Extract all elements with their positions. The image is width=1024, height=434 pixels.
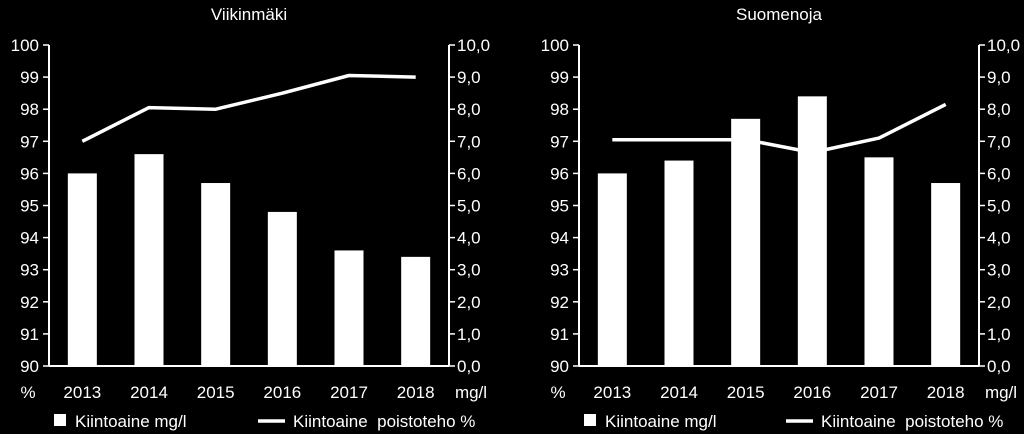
left-tick-label: 94 <box>20 229 39 248</box>
legend-line-label: Kiintoaine poistoteho % <box>821 412 1003 431</box>
chart-panel-1: Viikinmäki 100 99 98 97 96 95 94 93 92 91 90 10,0 9,0… <box>11 5 490 431</box>
x-tick-label: 2016 <box>263 383 301 402</box>
left-tick-label: 100 <box>11 36 39 55</box>
bar <box>864 157 894 366</box>
x-tick-label: 2013 <box>63 383 101 402</box>
legend: Kiintoaine mg/l Kiintoaine poistoteho % <box>584 412 1003 431</box>
right-tick-label: 9,0 <box>457 68 481 87</box>
x-tick-label: 2017 <box>330 383 368 402</box>
left-tick-label: 97 <box>550 132 569 151</box>
right-tick-label: 3,0 <box>987 261 1011 280</box>
right-tick-label: 7,0 <box>987 132 1011 151</box>
x-tick-label: 2017 <box>860 383 898 402</box>
left-tick-label: 94 <box>550 229 569 248</box>
chart-panel-2: Suomenoja 100 99 98 97 96 95 94 93 92 91 90 10,0 9,0 8… <box>541 5 1020 431</box>
right-tick-label: 10,0 <box>987 36 1020 55</box>
left-tick-label: 100 <box>541 36 569 55</box>
right-tick-label: 2,0 <box>987 293 1011 312</box>
right-tick-label: 5,0 <box>457 197 481 216</box>
right-axis-unit-label: mg/l <box>985 383 1017 402</box>
x-tick-label: 2016 <box>793 383 831 402</box>
series-line <box>612 102 947 155</box>
right-tick-label: 0,0 <box>457 357 481 376</box>
right-tick-label: 4,0 <box>457 229 481 248</box>
series-line <box>81 73 416 143</box>
right-tick-label: 6,0 <box>457 164 481 183</box>
x-tick-label: 2015 <box>197 383 235 402</box>
left-tick-label: 98 <box>550 100 569 119</box>
right-tick-label: 10,0 <box>457 36 490 55</box>
legend-bar-swatch <box>584 414 596 426</box>
bar <box>797 96 827 367</box>
bar <box>664 160 694 366</box>
left-tick-label: 99 <box>20 68 39 87</box>
left-tick-label: 97 <box>20 132 39 151</box>
left-tick-label: 93 <box>20 261 39 280</box>
legend: Kiintoaine mg/l Kiintoaine poistoteho % <box>54 412 475 431</box>
right-tick-label: 5,0 <box>987 197 1011 216</box>
right-tick-label: 7,0 <box>457 132 481 151</box>
left-axis-unit-label: % <box>550 383 565 402</box>
x-tick-label: 2014 <box>130 383 168 402</box>
left-axis-unit-label: % <box>20 383 35 402</box>
right-tick-label: 4,0 <box>987 229 1011 248</box>
right-tick-label: 6,0 <box>987 164 1011 183</box>
left-tick-label: 90 <box>550 357 569 376</box>
left-tick-label: 99 <box>550 68 569 87</box>
bar <box>597 173 627 366</box>
left-tick-label: 96 <box>550 164 569 183</box>
bar <box>67 173 97 366</box>
left-tick-label: 92 <box>20 293 39 312</box>
bar <box>201 183 231 366</box>
x-tick-label: 2014 <box>660 383 698 402</box>
right-tick-label: 3,0 <box>457 261 481 280</box>
x-tick-label: 2013 <box>593 383 631 402</box>
x-tick-label: 2018 <box>927 383 965 402</box>
left-tick-label: 95 <box>20 197 39 216</box>
left-tick-label: 91 <box>550 325 569 344</box>
bar <box>401 256 431 366</box>
chart-title: Viikinmäki <box>211 5 287 24</box>
legend-bar-label: Kiintoaine mg/l <box>605 412 717 431</box>
legend-bar-label: Kiintoaine mg/l <box>75 412 187 431</box>
right-tick-label: 8,0 <box>457 100 481 119</box>
left-tick-label: 90 <box>20 357 39 376</box>
right-tick-label: 2,0 <box>457 293 481 312</box>
right-tick-label: 1,0 <box>987 325 1011 344</box>
left-tick-label: 92 <box>550 293 569 312</box>
left-tick-label: 93 <box>550 261 569 280</box>
right-axis-unit-label: mg/l <box>455 383 487 402</box>
bar <box>334 250 364 366</box>
x-tick-label: 2018 <box>397 383 435 402</box>
left-tick-label: 95 <box>550 197 569 216</box>
chart-title: Suomenoja <box>736 5 823 24</box>
bar <box>731 118 761 366</box>
legend-bar-swatch <box>54 414 66 426</box>
right-tick-label: 0,0 <box>987 357 1011 376</box>
right-tick-label: 9,0 <box>987 68 1011 87</box>
left-tick-label: 91 <box>20 325 39 344</box>
x-tick-label: 2015 <box>727 383 765 402</box>
bar <box>931 183 961 366</box>
left-tick-label: 98 <box>20 100 39 119</box>
right-tick-label: 1,0 <box>457 325 481 344</box>
right-tick-label: 8,0 <box>987 100 1011 119</box>
bar <box>267 211 297 366</box>
left-tick-label: 96 <box>20 164 39 183</box>
bar <box>134 154 164 366</box>
legend-line-label: Kiintoaine poistoteho % <box>293 412 475 431</box>
